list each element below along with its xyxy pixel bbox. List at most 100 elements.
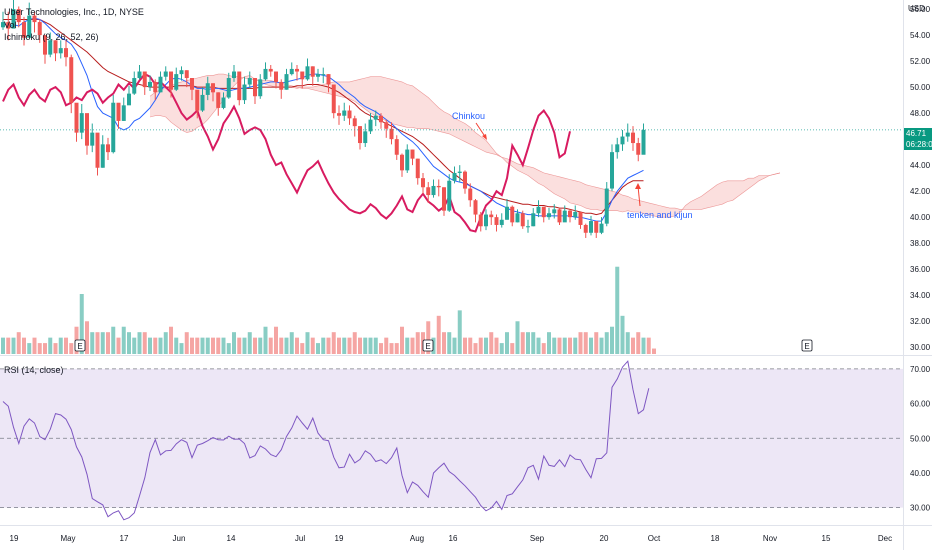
ichimoku-lines xyxy=(2,17,644,233)
candle-body xyxy=(342,110,347,116)
candle-body xyxy=(620,136,625,145)
candle-body xyxy=(247,78,252,85)
volume-bar xyxy=(505,332,509,354)
time-tick-label: 15 xyxy=(822,534,831,543)
candle-body xyxy=(604,188,609,224)
volume-bar xyxy=(58,337,63,354)
earnings-marker-box xyxy=(74,339,86,352)
candle-body xyxy=(211,83,215,93)
volume-bar xyxy=(116,337,121,354)
time-tick-label: 19 xyxy=(10,534,19,543)
volume-bar xyxy=(531,332,536,354)
candle-body xyxy=(610,152,614,189)
volume-bar xyxy=(90,332,95,354)
volume-bar xyxy=(536,337,541,354)
candle-body xyxy=(410,149,415,159)
candle-body xyxy=(442,187,446,211)
volume-bar xyxy=(568,337,572,354)
candle-body xyxy=(389,128,394,140)
candle-body xyxy=(468,188,473,201)
candle-body xyxy=(547,213,551,218)
volume-bar xyxy=(111,326,116,354)
volume-bar xyxy=(85,321,89,354)
chinkou-annotation[interactable]: Chinkou xyxy=(452,111,486,121)
candle-body xyxy=(142,71,147,88)
volume-bar xyxy=(573,337,578,354)
volume-bar xyxy=(442,332,446,354)
candle-body xyxy=(127,93,131,106)
rsi-tick-label: 70.00 xyxy=(910,365,931,374)
time-tick-label: Jul xyxy=(295,534,305,543)
price-tick-label: 38.00 xyxy=(910,239,931,248)
candle-body xyxy=(373,115,378,120)
candle-body xyxy=(205,83,210,95)
candle-body xyxy=(221,97,226,108)
volume-bar xyxy=(174,337,179,354)
volume-bar xyxy=(499,343,504,354)
volume-bar xyxy=(394,343,399,354)
candle-body xyxy=(121,105,126,121)
volume-bar xyxy=(253,337,257,354)
candle-body xyxy=(85,113,89,146)
candle-body xyxy=(358,126,362,144)
tenken-kijun-annotation[interactable]: tenken and kijun xyxy=(627,210,693,220)
volume-bar xyxy=(515,321,520,354)
volume-bar xyxy=(64,337,68,354)
candle-body xyxy=(190,78,194,90)
candle-body xyxy=(163,71,168,77)
candle-body xyxy=(289,68,294,75)
time-tick-label: 17 xyxy=(120,534,129,543)
candle-body xyxy=(363,131,368,144)
volume-bar xyxy=(305,332,310,354)
volume-bar xyxy=(153,337,158,354)
volume-bar xyxy=(447,332,452,354)
ichimoku-legend: Ichimoku (9, 26, 52, 26) xyxy=(4,32,99,42)
candle-body xyxy=(263,68,268,80)
tenkan-sen-line xyxy=(2,17,644,222)
candle-body xyxy=(169,71,173,90)
symbol-title: Uber Technologies, Inc., 1D, NYSE xyxy=(4,7,144,17)
time-tick-label: Jun xyxy=(173,534,186,543)
price-tick-label: 56.00 xyxy=(910,5,931,14)
candle-body xyxy=(352,118,357,127)
candle-body xyxy=(499,219,504,225)
volume-bar xyxy=(37,343,42,354)
candle-body xyxy=(32,15,37,23)
candle-body xyxy=(106,144,110,153)
candle-body xyxy=(347,110,352,119)
candle-body xyxy=(615,144,620,153)
candle-body xyxy=(258,79,263,97)
volume-bar xyxy=(221,337,226,354)
volume-bar xyxy=(541,343,546,354)
earnings-marker-box xyxy=(422,339,434,352)
volume-bar xyxy=(410,337,415,354)
last-price-badge[interactable]: 46.71 06:28:0 xyxy=(904,128,932,150)
candle-body xyxy=(43,35,47,55)
candle-body xyxy=(116,102,121,121)
volume-bar xyxy=(179,343,184,354)
volume-bar xyxy=(22,337,26,354)
volume-bar xyxy=(121,326,126,354)
volume-bar xyxy=(247,332,252,354)
candle-body xyxy=(457,171,462,173)
candle-body xyxy=(111,102,116,153)
candle-body xyxy=(295,68,299,72)
candle-body xyxy=(316,74,320,77)
volume-bar xyxy=(27,343,32,354)
volume-bar xyxy=(526,332,530,354)
candle-body xyxy=(184,70,189,79)
candle-body xyxy=(284,74,289,90)
price-tick-label: 52.00 xyxy=(910,57,931,66)
candle-body xyxy=(37,22,42,36)
price-tick-label: 50.00 xyxy=(910,83,931,92)
candle-body xyxy=(22,22,26,38)
volume-bar xyxy=(310,337,315,354)
rsi-tick-label: 60.00 xyxy=(910,400,931,409)
volume-bar xyxy=(625,332,630,354)
volume-bar xyxy=(226,343,231,354)
candle-body xyxy=(242,84,247,101)
volume-bar xyxy=(494,337,499,354)
volume-bar xyxy=(352,332,357,354)
